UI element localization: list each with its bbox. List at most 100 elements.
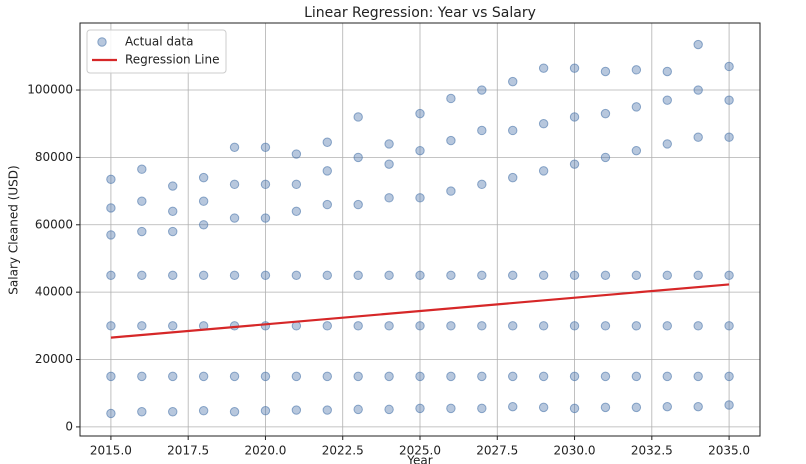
point: [662, 270, 672, 281]
point: [106, 408, 116, 419]
point: [693, 132, 703, 142]
point: [415, 270, 425, 281]
point: [724, 321, 734, 331]
point: [477, 125, 487, 136]
point: [415, 321, 425, 331]
point: [137, 196, 147, 206]
point: [106, 270, 116, 281]
point: [538, 402, 549, 413]
point: [384, 404, 394, 415]
point: [477, 403, 487, 414]
point: [415, 145, 425, 156]
point: [662, 401, 672, 412]
point: [477, 321, 487, 331]
x-tick-label: 2015.0: [90, 444, 132, 458]
x-tick-label: 2020.0: [244, 444, 286, 458]
point: [137, 164, 147, 174]
point: [198, 172, 209, 183]
x-tick-label: 2027.5: [476, 444, 518, 458]
point: [538, 270, 549, 281]
point: [600, 321, 611, 331]
point: [353, 152, 363, 163]
point: [353, 321, 363, 331]
point: [538, 119, 549, 129]
point: [260, 142, 271, 153]
point: [415, 193, 425, 203]
point: [569, 270, 580, 281]
point: [569, 63, 580, 73]
point: [322, 166, 332, 176]
point: [477, 85, 487, 95]
point: [662, 321, 672, 331]
point: [662, 139, 672, 149]
point: [415, 371, 425, 382]
point: [353, 270, 363, 281]
point: [693, 39, 703, 50]
point: [446, 93, 456, 104]
point: [477, 179, 487, 190]
point: [229, 407, 240, 417]
point: [631, 270, 642, 281]
point: [322, 371, 332, 382]
chart-title: Linear Regression: Year vs Salary: [304, 5, 536, 21]
point: [446, 403, 456, 414]
point: [168, 270, 178, 281]
point: [260, 406, 271, 416]
point: [322, 321, 332, 331]
point: [569, 371, 580, 382]
point: [106, 174, 116, 185]
point: [168, 206, 178, 217]
point: [384, 371, 394, 382]
point: [693, 85, 703, 95]
point: [229, 179, 240, 190]
point: [724, 400, 734, 410]
point: [260, 321, 271, 331]
point: [291, 206, 302, 217]
point: [322, 137, 332, 147]
point: [631, 65, 642, 75]
point: [600, 270, 611, 281]
point: [137, 321, 147, 331]
x-tick-label: 2017.5: [167, 444, 209, 458]
x-tick-label: 2030.0: [554, 444, 596, 458]
point: [353, 112, 363, 122]
point: [291, 405, 302, 415]
point: [724, 371, 734, 382]
point: [446, 321, 456, 331]
point: [600, 371, 611, 382]
point: [693, 321, 703, 331]
point: [106, 371, 116, 382]
point: [538, 63, 549, 73]
point: [693, 401, 703, 412]
legend-label: Regression Line: [125, 53, 219, 67]
legend-box: [86, 29, 227, 74]
point: [415, 108, 425, 119]
point: [415, 403, 425, 414]
x-tick-label: 2035.0: [708, 444, 750, 458]
x-tick-label: 2022.5: [322, 444, 364, 458]
point: [260, 213, 271, 223]
point: [198, 220, 209, 230]
legend-label: Actual data: [125, 35, 193, 49]
point: [631, 102, 642, 112]
point: [168, 181, 178, 191]
point: [538, 321, 549, 331]
point: [508, 270, 518, 281]
point: [724, 270, 734, 281]
point: [384, 270, 394, 281]
point: [724, 95, 734, 105]
point: [477, 371, 487, 382]
point: [631, 402, 642, 413]
point: [631, 145, 642, 156]
point: [353, 199, 363, 210]
point: [724, 132, 734, 142]
point: [229, 371, 240, 382]
point: [569, 112, 580, 122]
point: [291, 179, 302, 190]
point: [322, 405, 332, 415]
point: [569, 321, 580, 331]
point: [600, 66, 611, 77]
point: [353, 404, 363, 415]
point: [137, 407, 147, 417]
point: [446, 371, 456, 382]
